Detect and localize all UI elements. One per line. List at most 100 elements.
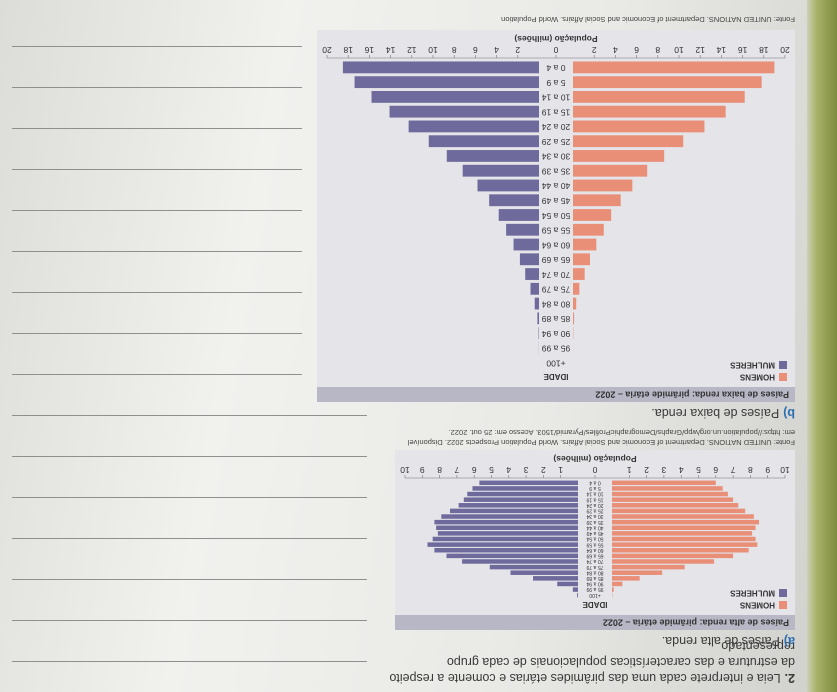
x-tick-label: 12 (407, 45, 417, 55)
x-tick-label: 2 (541, 465, 546, 475)
x-tick-label: 6 (634, 45, 639, 55)
answer-line (12, 333, 302, 334)
age-label: 50 a 54 (586, 536, 603, 542)
x-tick-label: 16 (738, 45, 748, 55)
answer-line (12, 87, 302, 88)
x-tick-label: 6 (472, 465, 477, 475)
bar (389, 105, 539, 118)
pyramid-chart: Países de alta renda: pirâmide etária – … (395, 450, 795, 630)
bar (573, 150, 665, 162)
age-label: 20 a 24 (586, 502, 603, 508)
bar (498, 209, 539, 221)
bar (573, 268, 585, 280)
age-label: 40 a 44 (542, 181, 571, 191)
item-text: Países de baixa renda. (651, 406, 780, 420)
item-text: Países de alta renda. (661, 634, 780, 648)
bar (573, 209, 612, 221)
answer-line (12, 661, 367, 662)
x-axis-label: População (milhões) (514, 34, 597, 44)
bar (436, 525, 578, 531)
bar (612, 553, 734, 559)
bar (612, 581, 623, 587)
legend-label: MULHERES (729, 588, 775, 597)
legend-label: HOMENS (739, 600, 775, 609)
bar (479, 480, 578, 486)
bar (489, 564, 578, 570)
bar (427, 542, 578, 547)
bar (354, 76, 539, 89)
bar (573, 179, 633, 192)
answer-line (12, 292, 302, 293)
item: b)Países de baixa renda. (651, 406, 795, 420)
bar (612, 564, 685, 570)
bar (534, 297, 539, 310)
age-label: 75 a 79 (542, 285, 571, 295)
x-tick-label: 8 (655, 45, 660, 55)
x-tick-label: 8 (748, 465, 753, 475)
bar (506, 223, 539, 236)
bar (573, 105, 726, 118)
bar (513, 238, 539, 251)
answer-line (12, 374, 302, 375)
age-label: 5 a 9 (546, 78, 565, 88)
x-tick-label: 0 (592, 465, 597, 475)
age-label: 95 a 99 (542, 344, 571, 354)
pyramid-chart: Países de baixa renda: pirâmide etária –… (317, 30, 795, 402)
bar (428, 135, 539, 148)
bar (557, 581, 578, 587)
bar (573, 120, 705, 133)
bar (573, 194, 621, 207)
item: a)Países de alta renda. (662, 634, 795, 648)
x-tick-label: 18 (343, 45, 353, 55)
title-band (395, 615, 795, 630)
age-label: 20 a 24 (542, 122, 571, 132)
bar (510, 570, 578, 575)
x-tick-label: 9 (420, 465, 425, 475)
answer-line (12, 251, 302, 252)
bar (432, 536, 578, 542)
bar (489, 194, 539, 207)
x-tick-label: 14 (716, 45, 726, 55)
bar (437, 531, 578, 536)
age-label: 80 a 84 (586, 569, 603, 575)
bar (612, 486, 723, 491)
bar (446, 150, 539, 162)
answer-line (12, 128, 302, 129)
bar (612, 497, 734, 502)
age-label: +100 (546, 358, 565, 368)
legend-swatch (779, 373, 787, 381)
age-label: 55 a 59 (542, 226, 571, 236)
age-label: 60 a 64 (586, 547, 603, 553)
bar (612, 559, 715, 564)
age-label: 10 a 14 (542, 93, 571, 103)
x-tick-label: 4 (613, 45, 618, 55)
bar (434, 519, 578, 525)
x-tick-label: 10 (428, 45, 438, 55)
age-label: 65 a 69 (586, 553, 603, 559)
bar (441, 514, 578, 519)
x-tick-label: 1 (627, 465, 632, 475)
answer-line (12, 415, 367, 416)
x-tick-label: 4 (679, 465, 684, 475)
bar (573, 253, 590, 266)
answer-line (12, 46, 302, 47)
x-tick-label: 14 (386, 45, 396, 55)
bar (462, 559, 578, 564)
x-tick-label: 18 (759, 45, 769, 55)
x-tick-label: 20 (780, 45, 790, 55)
age-label: 60 a 64 (542, 240, 571, 250)
age-label: 10 a 14 (586, 491, 603, 497)
bar (371, 91, 539, 103)
legend-swatch (779, 361, 787, 369)
bar (462, 164, 539, 177)
age-label: 15 a 19 (542, 107, 571, 117)
x-tick-label: 9 (765, 465, 770, 475)
answer-line (12, 497, 367, 498)
age-label: 70 a 74 (586, 558, 603, 564)
x-tick-label: 6 (473, 45, 478, 55)
age-label: 55 a 59 (586, 541, 603, 547)
age-label: 75 a 79 (586, 564, 603, 570)
bar (573, 238, 597, 251)
